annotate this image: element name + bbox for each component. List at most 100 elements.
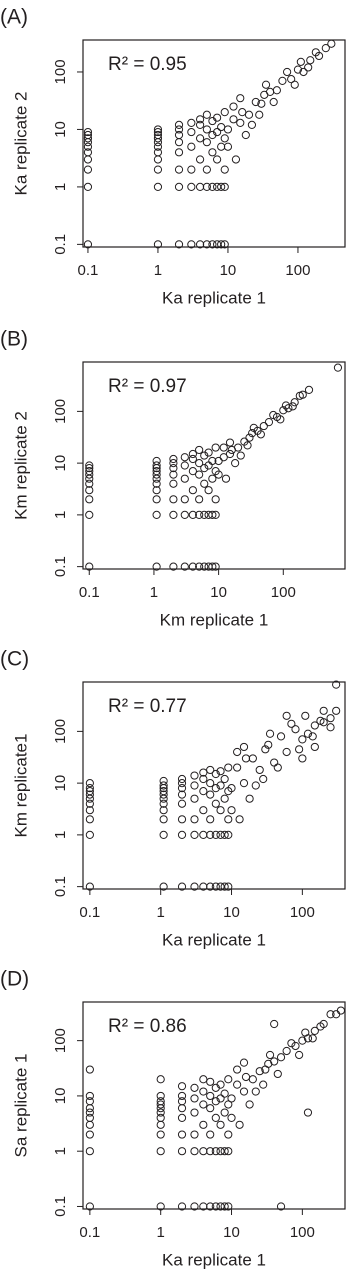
point (223, 125, 233, 134)
point (206, 815, 215, 824)
point (244, 110, 254, 119)
point (261, 80, 271, 89)
point (85, 1104, 94, 1113)
point (190, 794, 199, 803)
point (208, 130, 217, 140)
point (295, 745, 304, 754)
point (159, 781, 168, 790)
point (220, 1202, 229, 1211)
y-axis-label: Km replicate1 (11, 734, 30, 838)
point (177, 882, 187, 891)
x-tick-label: 10 (223, 1224, 240, 1241)
point (187, 118, 196, 127)
point (270, 758, 279, 767)
point (85, 1130, 94, 1139)
point (156, 1202, 165, 1211)
point (259, 774, 268, 784)
x-tick-label: 1 (157, 1224, 165, 1241)
point (255, 110, 264, 119)
point (195, 470, 204, 479)
point (208, 474, 217, 483)
point (239, 779, 249, 788)
point (282, 747, 291, 757)
point (295, 1050, 304, 1060)
point (188, 467, 197, 476)
point (152, 456, 161, 466)
point (83, 148, 93, 157)
point (251, 781, 260, 790)
point (223, 142, 233, 151)
y-tick-label: 1 (52, 831, 69, 839)
point (327, 39, 336, 48)
point (190, 1147, 199, 1156)
point (311, 48, 320, 57)
point (169, 454, 178, 464)
point (85, 787, 94, 796)
point (259, 421, 268, 431)
y-tick-label: 10 (52, 455, 69, 472)
point (214, 470, 223, 479)
point (220, 1089, 229, 1098)
x-axis-label: Ka replicate 1 (162, 930, 266, 949)
point (301, 711, 310, 720)
x-axis-label: Ka replicate 1 (162, 1250, 266, 1269)
point (199, 1100, 208, 1109)
point (85, 486, 94, 495)
point (225, 449, 235, 459)
y-tick-label: 1 (52, 1147, 69, 1155)
point (85, 830, 94, 839)
point (227, 1113, 236, 1123)
point (326, 1010, 335, 1019)
point (216, 806, 225, 815)
point (321, 44, 330, 53)
point (180, 495, 189, 504)
point (239, 742, 249, 752)
point (220, 794, 229, 803)
point (204, 448, 213, 457)
point (217, 142, 226, 151)
point (310, 742, 319, 752)
point (236, 94, 245, 103)
y-tick-label: 1 (52, 511, 69, 519)
point (278, 76, 287, 85)
point (177, 784, 187, 793)
point (200, 464, 209, 473)
point (213, 113, 222, 122)
point (85, 464, 94, 473)
point (308, 732, 317, 741)
point (169, 510, 178, 519)
point (249, 423, 258, 432)
point (190, 1202, 199, 1211)
point (190, 882, 199, 891)
point (227, 806, 236, 815)
point (276, 1202, 286, 1211)
point (152, 562, 161, 571)
point (177, 1091, 187, 1101)
x-tick-label: 10 (220, 262, 237, 279)
point (224, 882, 233, 891)
y-tick-label: 1 (52, 183, 69, 191)
point (195, 115, 205, 124)
point (199, 774, 208, 784)
point (273, 763, 282, 772)
point (260, 90, 269, 99)
point (211, 882, 220, 891)
point (211, 769, 220, 779)
point (202, 182, 211, 192)
point (177, 1202, 187, 1211)
point (220, 134, 229, 143)
point (272, 86, 281, 95)
point (85, 1120, 94, 1129)
point (180, 453, 189, 462)
point (199, 830, 208, 839)
point (265, 729, 275, 738)
point (180, 562, 189, 571)
point (152, 461, 161, 470)
point (83, 134, 93, 143)
panel-label: (B) (0, 328, 28, 351)
point (220, 165, 229, 174)
point (180, 510, 189, 519)
point (204, 486, 213, 495)
point (195, 134, 205, 143)
point (276, 415, 285, 424)
